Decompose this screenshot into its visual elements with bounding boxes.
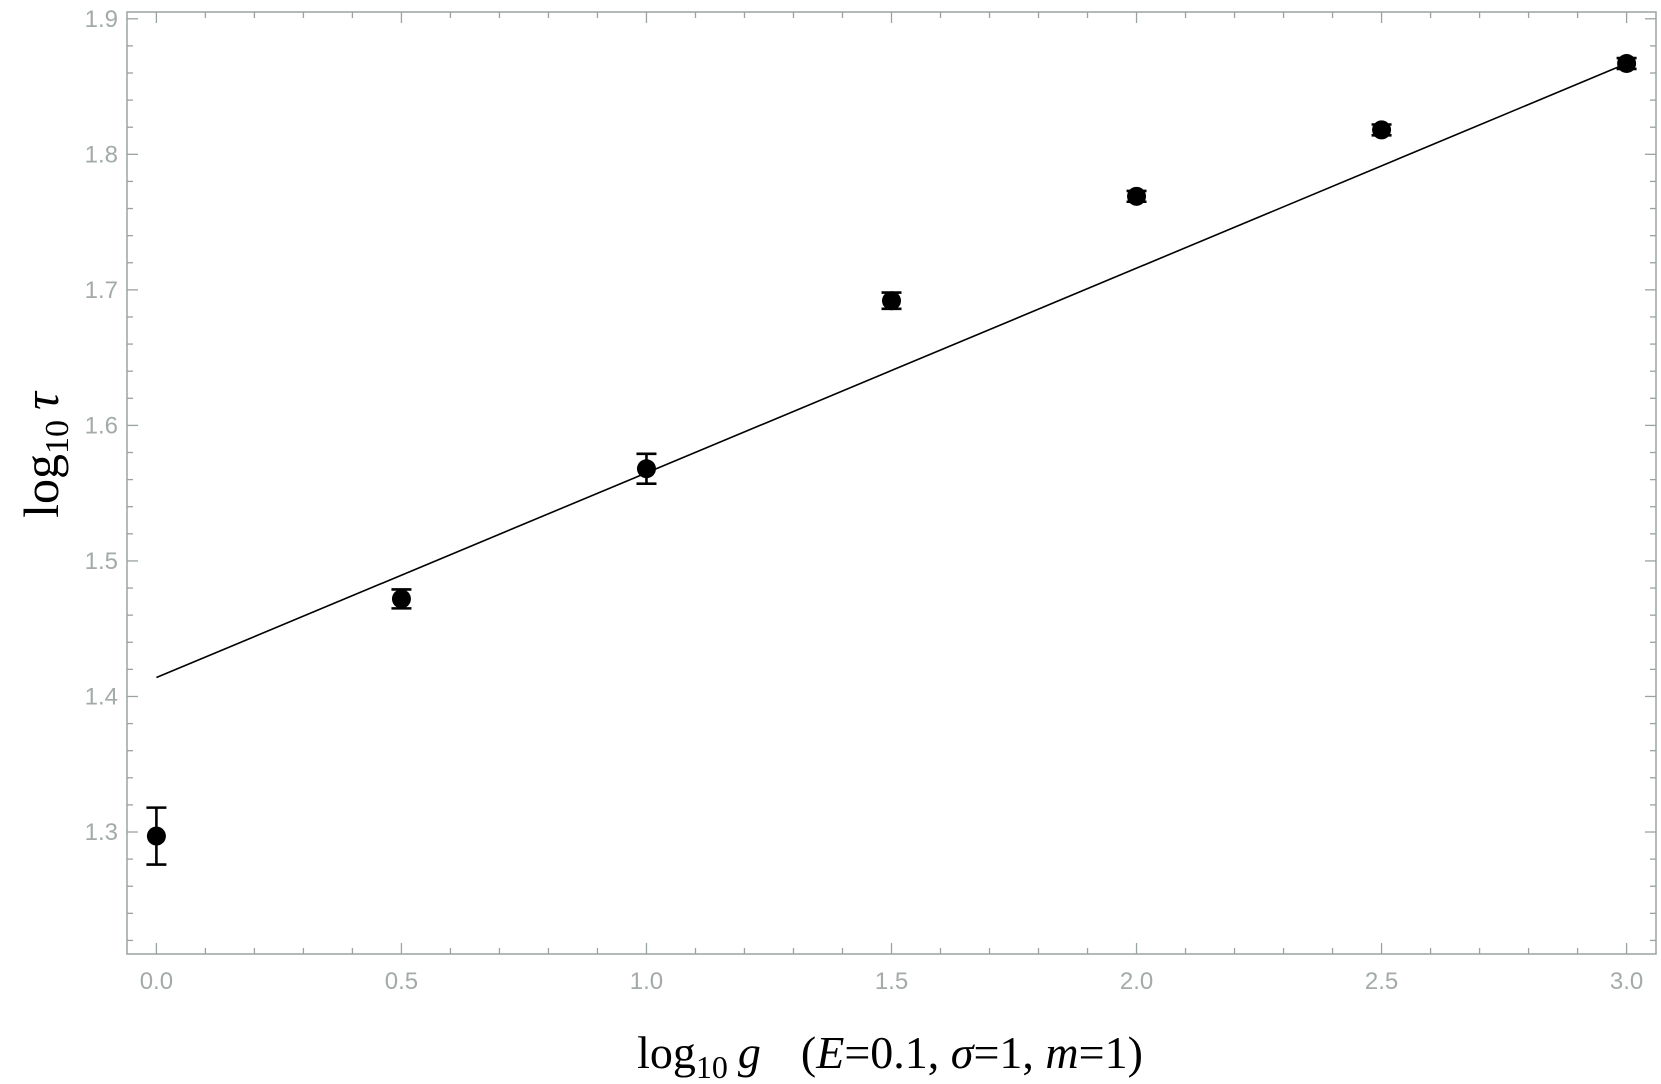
y-axis-variable: τ <box>13 390 69 410</box>
data-point <box>881 291 902 311</box>
minor-ticks <box>127 12 1656 954</box>
x-axis-param-m-value: =1) <box>1079 1027 1143 1078</box>
data-points <box>146 54 1637 866</box>
x-tick-label: 0.5 <box>385 968 418 995</box>
major-ticks <box>127 12 1656 954</box>
x-tick-label: 2.0 <box>1120 968 1153 995</box>
y-axis-log: log <box>13 454 69 518</box>
x-axis-log: log <box>637 1027 696 1078</box>
x-axis-param-m: m <box>1045 1027 1078 1078</box>
plot-frame <box>126 11 1657 955</box>
y-tick-label: 1.6 <box>85 412 118 439</box>
x-axis-param-e: E <box>815 1027 844 1078</box>
x-tick-label: 1.0 <box>630 968 663 995</box>
x-tick-label: 2.5 <box>1365 968 1398 995</box>
x-axis-log-subscript: 10 <box>696 1049 728 1084</box>
y-tick-label: 1.8 <box>85 141 118 168</box>
x-tick-label: 3.0 <box>1610 968 1643 995</box>
point-marker <box>146 826 166 846</box>
x-tick-labels: 0.0 0.5 1.0 1.5 2.0 2.5 3.0 <box>140 968 1644 995</box>
data-point <box>1126 186 1147 206</box>
point-marker <box>1127 186 1147 206</box>
point-marker <box>1372 120 1392 140</box>
data-point <box>636 452 657 485</box>
y-tick-label: 1.3 <box>85 819 118 846</box>
data-point <box>1616 54 1637 74</box>
fit-line <box>156 62 1627 679</box>
y-tick-label: 1.5 <box>85 548 118 575</box>
y-tick-label: 1.4 <box>85 683 118 710</box>
x-axis-variable: g <box>738 1027 761 1078</box>
x-tick-label: 0.0 <box>140 968 173 995</box>
point-marker <box>1617 54 1637 74</box>
data-point <box>146 806 167 866</box>
x-axis-title: log10 g (E=0.1, σ=1, m=1) <box>637 1027 1143 1084</box>
point-marker <box>636 459 656 479</box>
point-marker <box>391 589 411 609</box>
y-tick-label: 1.7 <box>85 277 118 304</box>
y-tick-label: 1.9 <box>85 6 118 33</box>
point-marker <box>882 291 901 311</box>
x-axis-params-open: ( <box>801 1027 816 1078</box>
x-axis-param-e-value: =0.1, <box>844 1027 950 1078</box>
y-axis-title: log10 τ <box>13 390 76 518</box>
data-point <box>1371 120 1392 140</box>
y-axis-log-subscript: 10 <box>39 420 76 454</box>
data-point <box>391 588 412 610</box>
x-tick-label: 1.5 <box>875 968 908 995</box>
y-tick-labels: 1.3 1.4 1.5 1.6 1.7 1.8 1.9 <box>85 6 118 846</box>
x-axis-param-sigma: σ <box>951 1027 976 1078</box>
x-axis-param-sigma-value: =1, <box>973 1027 1045 1078</box>
